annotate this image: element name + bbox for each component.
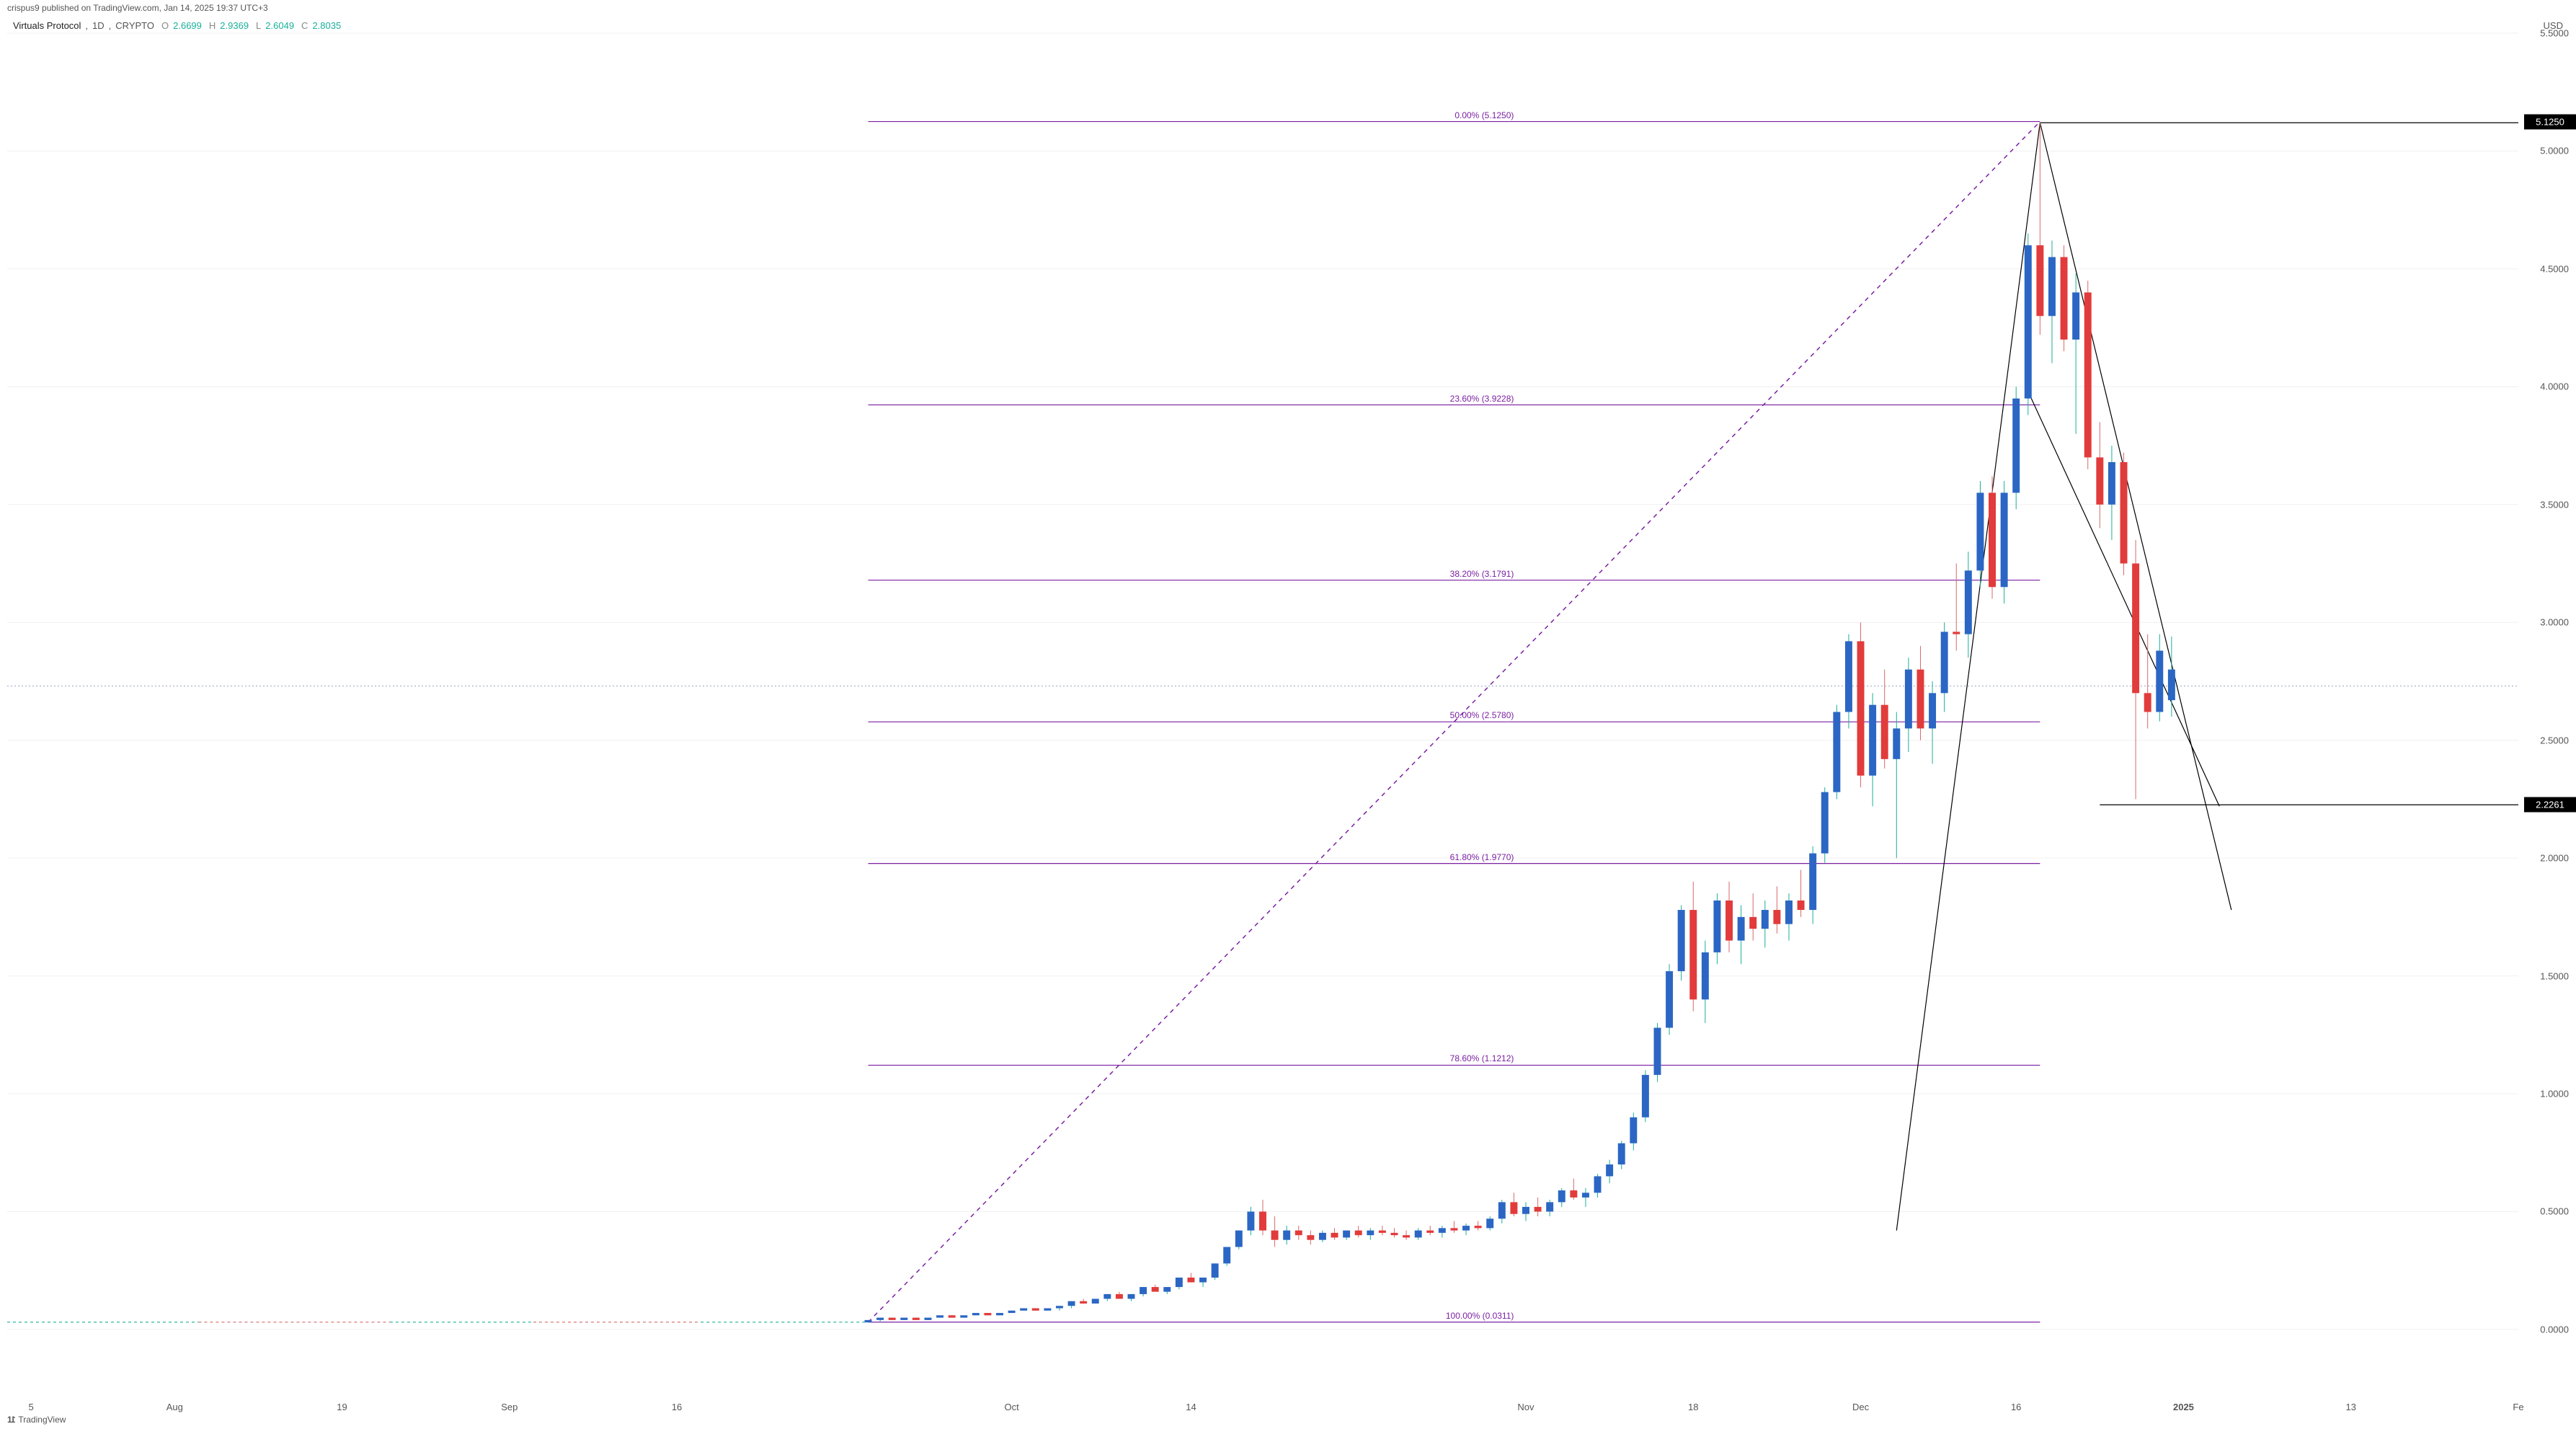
symbol-info-bar: Virtuals Protocol , 1D , CRYPTO O2.6699 …	[13, 20, 341, 31]
published-line: crispus9 published on TradingView.com, J…	[7, 3, 268, 13]
price-tag: 2.2261	[2524, 797, 2576, 813]
ohlc-close: 2.8035	[312, 20, 341, 31]
interval[interactable]: 1D	[92, 20, 105, 31]
ohlc-open: 2.6699	[173, 20, 202, 31]
x-tick-label: Oct	[1004, 1402, 1018, 1412]
y-tick-label: 3.0000	[2540, 617, 2569, 628]
y-tick-label: 0.5000	[2540, 1206, 2569, 1217]
y-tick-label: 2.0000	[2540, 853, 2569, 864]
tradingview-watermark[interactable]: 11 TradingView	[7, 1415, 66, 1425]
y-tick-label: 5.5000	[2540, 28, 2569, 39]
x-tick-label: Fe	[2513, 1402, 2523, 1412]
x-tick-label: 13	[2345, 1402, 2355, 1412]
y-tick-label: 4.5000	[2540, 263, 2569, 274]
fib-level-label: 38.20% (3.1791)	[1450, 569, 1514, 580]
fib-level-label: 0.00% (5.1250)	[1454, 110, 1514, 122]
chart-svg[interactable]	[7, 33, 2518, 1400]
exchange: CRYPTO	[115, 20, 154, 31]
ohlc-low: 2.6049	[265, 20, 294, 31]
x-tick-label: 5	[29, 1402, 34, 1412]
x-tick-label: 19	[337, 1402, 347, 1412]
fib-level-label: 100.00% (0.0311)	[1446, 1311, 1514, 1322]
chart-area[interactable]: 0.00% (5.1250) 23.60% (3.9228) 38.20% (3.1…	[7, 33, 2518, 1400]
y-tick-label: 5.0000	[2540, 146, 2569, 156]
fib-level-label: 50.00% (2.5780)	[1450, 710, 1514, 722]
y-tick-label: 0.0000	[2540, 1324, 2569, 1335]
x-tick-label: 16	[672, 1402, 682, 1412]
x-tick-label: Sep	[501, 1402, 518, 1412]
x-tick-label: Aug	[166, 1402, 183, 1412]
x-tick-label: Nov	[1517, 1402, 1534, 1412]
price-tag: 5.1250	[2524, 114, 2576, 129]
x-tick-label: 2025	[2173, 1402, 2194, 1412]
y-tick-label: 4.0000	[2540, 381, 2569, 392]
x-tick-label: 14	[1186, 1402, 1196, 1412]
y-tick-label: 1.0000	[2540, 1089, 2569, 1100]
x-tick-label: 16	[2011, 1402, 2021, 1412]
x-tick-label: Dec	[1852, 1402, 1869, 1412]
ohlc-high: 2.9369	[220, 20, 249, 31]
fib-level-label: 61.80% (1.9770)	[1450, 852, 1514, 864]
y-tick-label: 1.5000	[2540, 970, 2569, 981]
y-tick-label: 2.5000	[2540, 735, 2569, 746]
x-tick-label: 18	[1688, 1402, 1698, 1412]
symbol-name[interactable]: Virtuals Protocol	[13, 20, 81, 31]
x-axis[interactable]: 5Aug19Sep16Oct14Nov18Dec16202513Fe	[7, 1402, 2518, 1416]
y-axis[interactable]: 0.0000 0.5000 1.0000 1.5000 2.0000 2.5000 3.00…	[2524, 33, 2576, 1400]
y-tick-label: 3.5000	[2540, 499, 2569, 510]
fib-level-label: 23.60% (3.9228)	[1450, 394, 1514, 405]
fib-level-label: 78.60% (1.1212)	[1450, 1053, 1514, 1065]
